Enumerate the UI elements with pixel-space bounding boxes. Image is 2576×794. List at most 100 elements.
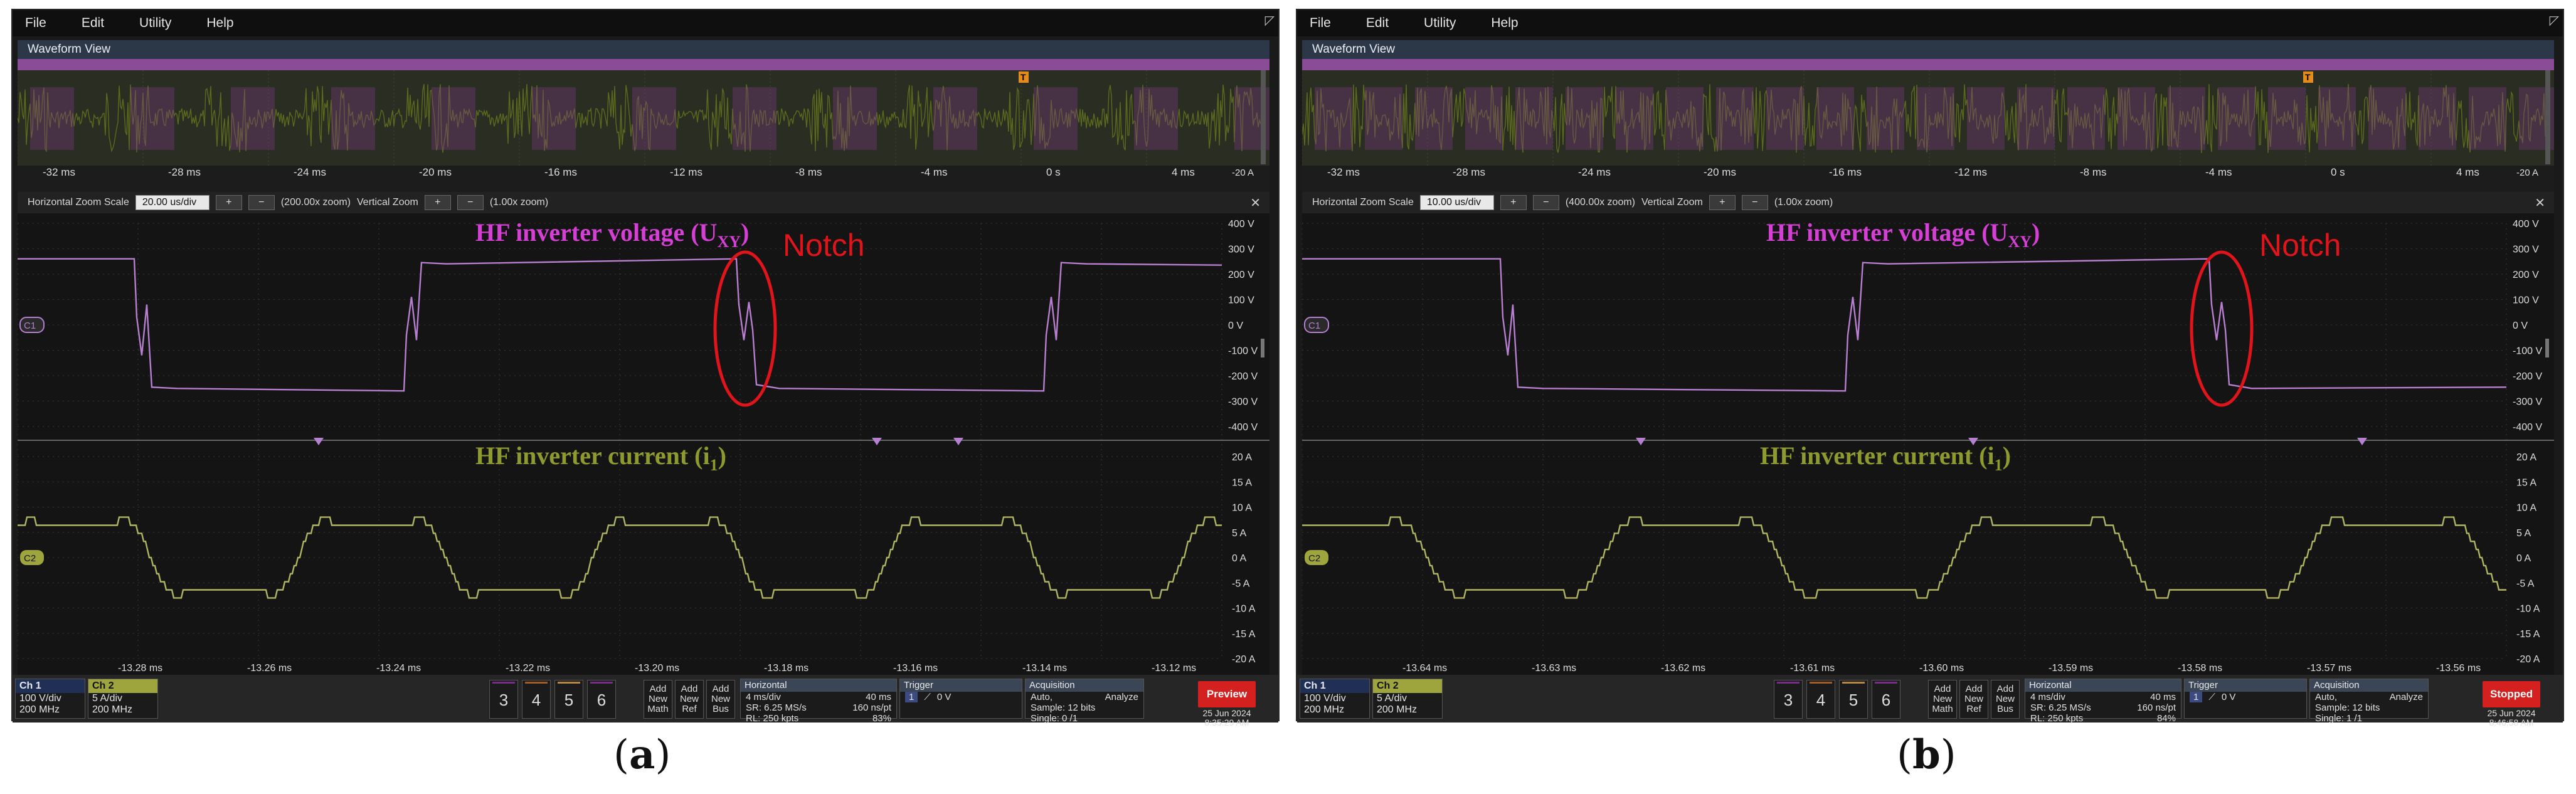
channel-5-button[interactable]: 5	[1839, 680, 1868, 719]
close-icon[interactable]: ✕	[2535, 196, 2545, 210]
date-time: 25 Jun 2024 8:35:29 AM	[1197, 709, 1257, 728]
time-tick-label: -13.62 ms	[1661, 663, 1705, 674]
voltage-tick-label: 400 V	[2513, 219, 2539, 230]
channel-5-button[interactable]: 5	[554, 680, 583, 719]
edge-marker	[2357, 438, 2367, 445]
edge-marker	[1968, 438, 1978, 445]
ch2-badge[interactable]: Ch 2 5 A/div 200 MHz	[1372, 679, 1443, 719]
channel-4-button[interactable]: 4	[522, 680, 551, 719]
overview-burst	[1967, 87, 2005, 150]
channel-6-button[interactable]: 6	[587, 680, 616, 719]
overview-tick-label: -4 ms	[2205, 166, 2232, 178]
menu-help[interactable]: Help	[206, 16, 234, 30]
horizontal-title: Horizontal	[2025, 679, 2181, 692]
current-tick-label: -5 A	[1232, 578, 1250, 589]
ch2-title: Ch 2	[88, 679, 157, 693]
resize-corner-icon[interactable]: ◸	[1264, 14, 1275, 28]
resize-corner-icon[interactable]: ◸	[2549, 14, 2559, 28]
edge-marker	[1636, 438, 1646, 445]
overview-tick-label: -12 ms	[1954, 166, 1987, 178]
overview-burst	[1134, 87, 1178, 150]
menu-help[interactable]: Help	[1491, 16, 1519, 30]
add-new-bus-button[interactable]: Add New Bus	[706, 680, 735, 719]
zoom-out-button[interactable]: −	[1532, 195, 1559, 210]
trigger-marker	[1019, 71, 1029, 83]
channel-6-button[interactable]: 6	[1872, 680, 1900, 719]
v-zoom-in-button[interactable]: +	[1709, 195, 1736, 210]
plot-area[interactable]: 400 V 300 V 200 V 100 V 0 V -100 V -200 V -300 …	[1302, 213, 2554, 675]
zoom-in-button[interactable]: +	[215, 195, 242, 210]
voltage-tick-label: -100 V	[1228, 346, 1258, 357]
h-zoom-label: Horizontal Zoom Scale	[28, 197, 129, 208]
v-zoom-out-button[interactable]: −	[1741, 195, 1768, 210]
overview-top-band	[18, 59, 1269, 70]
h-percent: 84%	[2156, 713, 2176, 724]
overview-tick-label: -16 ms	[544, 166, 577, 178]
v-zoom-in-button[interactable]: +	[424, 195, 451, 210]
menu-file[interactable]: File	[25, 16, 46, 30]
close-icon[interactable]: ✕	[1250, 196, 1261, 210]
paren-close: )	[1940, 732, 1956, 778]
ch2-scale: 5 A/div	[92, 693, 123, 704]
acquisition-box[interactable]: Acquisition Auto, Analyze Sample: 12 bits…	[1025, 679, 1144, 724]
h-zoom-factor: (400.00x zoom)	[1565, 197, 1636, 208]
voltage-tick-label: -300 V	[2513, 397, 2542, 408]
ch1-marker	[1304, 317, 1329, 333]
trigger-box[interactable]: Trigger 1 ⟋ 0 V	[2184, 679, 2307, 719]
overview-burst	[1616, 87, 1653, 150]
ch1-badge[interactable]: Ch 1 100 V/div 200 MHz	[15, 679, 85, 719]
add-bus-l3: Bus	[713, 704, 729, 714]
add-math-l3: Math	[1932, 704, 1953, 714]
trigger-level: 0 V	[936, 692, 951, 702]
add-new-ref-button[interactable]: Add New Ref	[675, 680, 704, 719]
overview-strip[interactable]: T -32 ms -28 ms -24 ms -20 ms -16 ms -12 ms -8 …	[1302, 59, 2554, 192]
current-tick-label: -20 A	[2516, 654, 2540, 665]
channel-4-button[interactable]: 4	[1806, 680, 1835, 719]
add-new-bus-button[interactable]: Add New Bus	[1991, 680, 2020, 719]
ch2-bw: 200 MHz	[1377, 704, 1418, 715]
trigger-marker-text: T	[1020, 72, 1026, 82]
horizontal-box[interactable]: Horizontal 4 ms/div 40 ms SR: 6.25 MS/s 16…	[740, 679, 897, 724]
zoom-in-button[interactable]: +	[1500, 195, 1527, 210]
zoom-out-button[interactable]: −	[248, 195, 275, 210]
menu-edit[interactable]: Edit	[81, 16, 105, 30]
overview-burst	[1566, 87, 1603, 150]
add-ref-l1: Add	[1965, 684, 1983, 694]
h-zoom-scale-input[interactable]: 20.00 us/div	[135, 195, 209, 210]
add-new-math-button[interactable]: Add New Math	[1928, 680, 1957, 719]
overview-tick-label: -16 ms	[1829, 166, 1862, 178]
trigger-edge-icon: ⟋	[2208, 692, 2215, 702]
v-zoom-out-button[interactable]: −	[457, 195, 484, 210]
menu-utility[interactable]: Utility	[1424, 16, 1456, 30]
add-new-ref-button[interactable]: Add New Ref	[1959, 680, 1988, 719]
current-tick-label: 15 A	[2516, 477, 2536, 488]
channel-3-button[interactable]: 3	[489, 680, 518, 719]
overview-scrollbar	[1261, 70, 1266, 164]
run-state-button[interactable]: Preview	[1198, 681, 1256, 707]
overview-tick-label: -24 ms	[1578, 166, 1611, 178]
overview-strip[interactable]: T -32 ms -28 ms -24 ms -20 ms -16 ms -12 ms -8 …	[18, 59, 1269, 192]
acquisition-title: Acquisition	[1026, 679, 1143, 692]
h-zoom-scale-input[interactable]: 10.00 us/div	[1419, 195, 1494, 210]
menu-file[interactable]: File	[1310, 16, 1331, 30]
ch1-badge[interactable]: Ch 1 100 V/div 200 MHz	[1300, 679, 1370, 719]
current-annotation: HF inverter current (i1)	[1760, 442, 2011, 474]
subfigure-label-b: (b)	[1897, 731, 1956, 778]
voltage-annotation-sub: XY	[717, 233, 741, 251]
ch1-bw: 200 MHz	[1304, 704, 1345, 715]
acquisition-box[interactable]: Acquisition Auto, Analyze Sample: 12 bits…	[2309, 679, 2429, 724]
waveform-view-title: Waveform View	[18, 40, 1269, 59]
overview-burst	[1766, 87, 1804, 150]
run-state-button[interactable]: Stopped	[2483, 681, 2540, 707]
menu-utility[interactable]: Utility	[139, 16, 172, 30]
ch2-badge[interactable]: Ch 2 5 A/div 200 MHz	[88, 679, 158, 719]
current-tick-label: 15 A	[1232, 477, 1252, 488]
trigger-box[interactable]: Trigger 1 ⟋ 0 V	[899, 679, 1022, 719]
menu-edit[interactable]: Edit	[1365, 16, 1389, 30]
add-new-math-button[interactable]: Add New Math	[644, 680, 672, 719]
trigger-marker	[2303, 71, 2313, 83]
channel-3-button[interactable]: 3	[1774, 680, 1803, 719]
subfigure-label-a: (a)	[613, 731, 671, 778]
horizontal-box[interactable]: Horizontal 4 ms/div 40 ms SR: 6.25 MS/s 16…	[2025, 679, 2181, 724]
plot-area[interactable]: 400 V 300 V 200 V 100 V 0 V -100 V -200 V -300 …	[18, 213, 1269, 675]
